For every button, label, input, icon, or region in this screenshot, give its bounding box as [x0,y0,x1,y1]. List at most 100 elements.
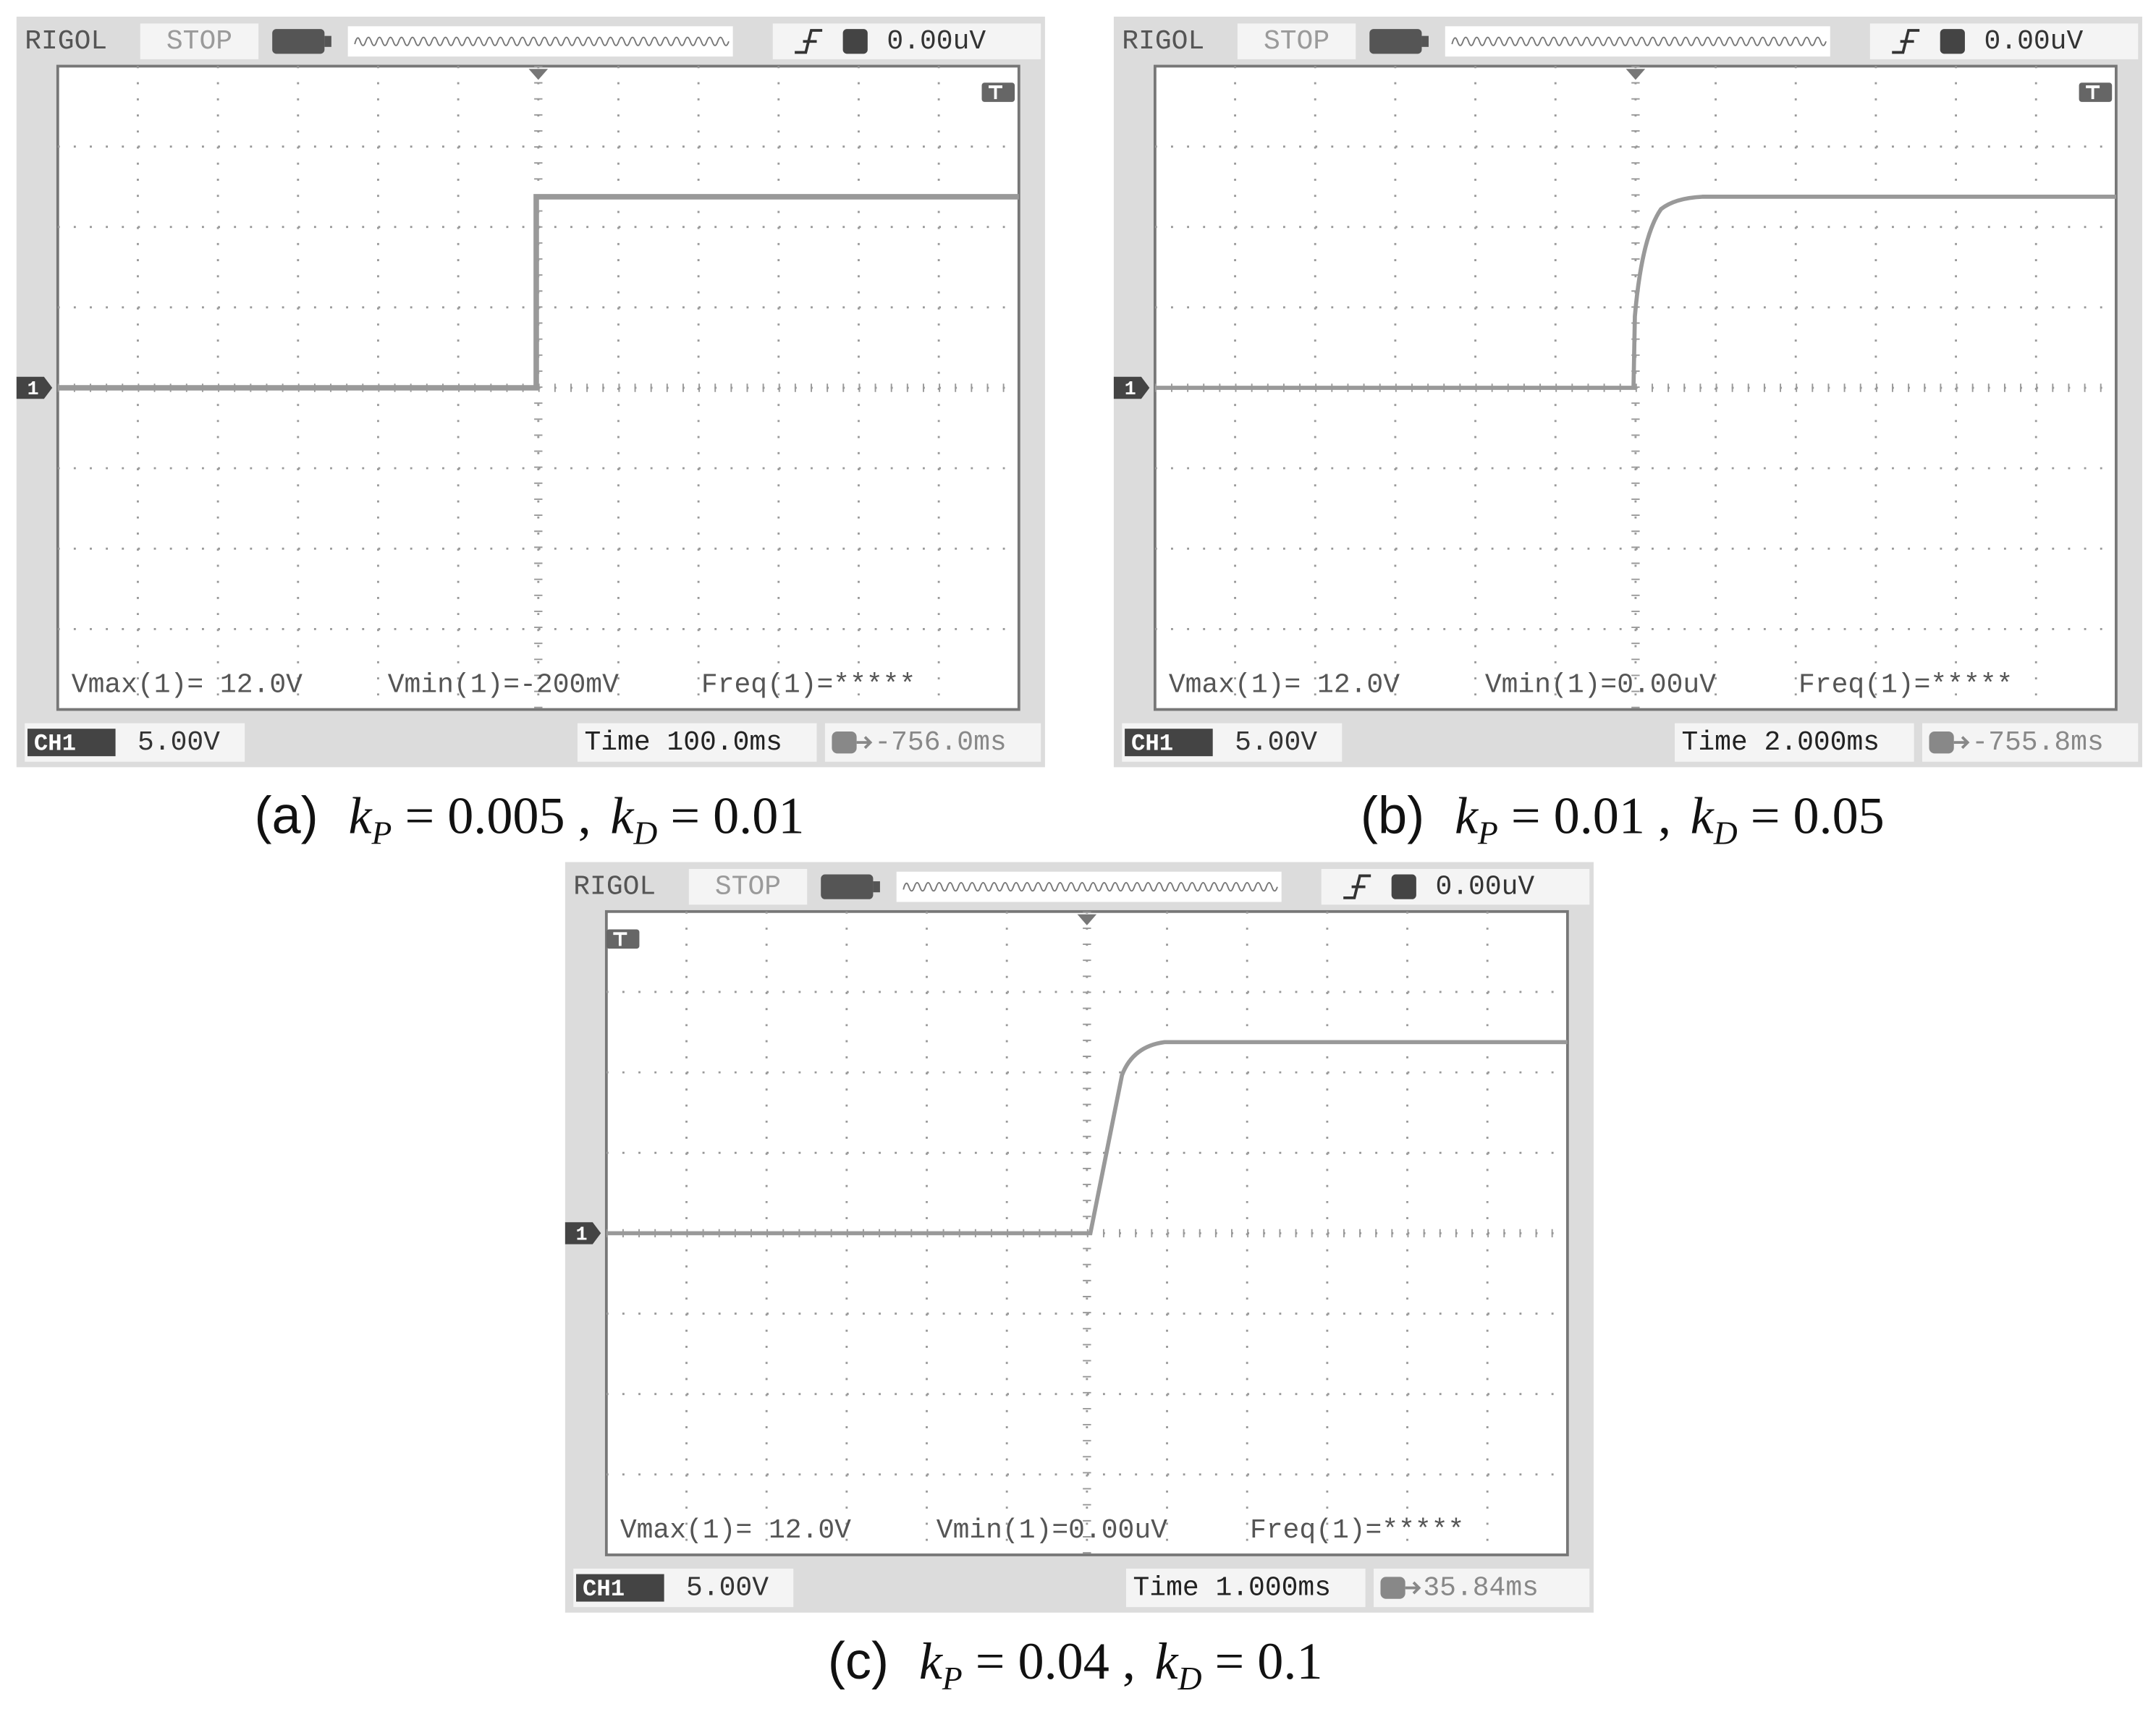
caption-tag: (a) [254,787,318,845]
freq: Freq(1)=***** [1250,1515,1464,1546]
trigger-badge-glyph [989,85,1003,100]
channel: CH1 [1131,731,1173,758]
timebase: Time 100.0ms [584,727,782,758]
scope-panel: RIGOL STOP 0.00uV 1 Vmax(1)= 12.0V Vmin(1)=0.… [1113,17,2143,768]
status: STOP [166,26,232,57]
channel-marker [565,1222,601,1244]
caption-tag: (c) [828,1632,889,1690]
battery-tip [1421,35,1429,47]
caption: (b) kP = 0.01 , kD = 0.05 [1361,787,1885,852]
caption-k: k [1155,1632,1180,1690]
trigger-offset: -755.8ms [1971,727,2103,758]
edge-symbol [1343,874,1371,899]
memory-wave [354,36,730,46]
caption-rhs: = 0.01 [657,787,804,845]
time-box [577,723,817,762]
brand: RIGOL [25,26,107,57]
vmax: Vmax(1)= 12.0V [1169,669,1400,700]
channel-box [27,729,116,757]
trigger-channel-icon [1391,874,1416,899]
trigger-badge-glyph [613,932,627,946]
caption-rhs: = 0.1 [1202,1632,1323,1690]
caption-k: k [1691,787,1715,845]
caption: (a) kP = 0.005 , kD = 0.01 [254,787,804,852]
status: STOP [1264,26,1329,57]
edge-symbol [1892,29,1920,54]
vmin: Vmin(1)=0.00uV [937,1515,1167,1546]
channel-marker [1113,376,1150,399]
brand: RIGOL [573,872,656,903]
status-box [1237,23,1356,59]
vmax: Vmax(1)= 12.0V [620,1515,851,1546]
caption-rhs: = 0.01 , [1498,787,1671,845]
caption-rhs: = 0.005 , [392,787,591,845]
caption: (c) kP = 0.04 , kD = 0.1 [828,1632,1323,1697]
offset-icon [832,731,857,754]
timebase: Time 2.000ms [1682,727,1880,758]
battery-icon [1369,29,1422,54]
offset-icon [1929,731,1954,754]
caption-k: k [1455,787,1479,845]
timebase: Time 1.000ms [1133,1573,1331,1604]
offset-icon [1380,1577,1405,1599]
caption-sub: P [942,1660,963,1697]
battery-tip [324,35,331,47]
brand: RIGOL [1122,26,1204,57]
caption-tag: (b) [1361,787,1424,845]
channel-marker-label: 1 [28,378,39,400]
channel-marker [16,376,53,399]
memory-bar [1445,26,1830,57]
waveform [57,194,1019,391]
trigger-channel-icon [1940,29,1965,54]
battery-tip [873,881,880,893]
channel: CH1 [583,1576,625,1603]
battery-icon [272,29,325,54]
channel-box [576,1574,664,1602]
trigger-channel-icon [842,29,868,54]
caption-sub: P [1477,815,1498,852]
volts-per-div: 5.00V [1235,727,1317,758]
waveform [1154,195,2116,390]
caption-rhs: = 0.05 [1738,787,1885,845]
edge-symbol [795,29,823,54]
channel: CH1 [34,731,76,758]
caption-sub: P [371,815,392,852]
scope-panel: RIGOL STOP 0.00uV 1 Vmax(1)= 12.0V Vmin(1)=0.… [565,862,1594,1613]
trigger-pos-marker [1077,914,1097,925]
caption-sub: D [1713,815,1738,852]
trigger-level: 0.00uV [1435,872,1534,903]
trigger-level: 0.00uV [1984,26,2084,57]
channel-marker-label: 1 [576,1224,588,1245]
channel-marker-label: 1 [1125,378,1136,400]
caption-sub: D [1178,1660,1202,1697]
status-box [140,23,259,59]
battery-icon [821,874,874,899]
trigger-badge-glyph [2086,85,2100,100]
caption-k: k [610,787,635,845]
vmin: Vmin(1)=-200mV [388,669,619,700]
freq: Freq(1)=***** [1798,669,2013,700]
vmin: Vmin(1)=0.00uV [1485,669,1716,700]
scope-panel: RIGOL STOP 0.00uV 1 Vmax(1)= 12.0V Vmin(1)=-2… [16,17,1045,768]
caption-k: k [919,1632,944,1690]
trigger-offset: -756.0ms [874,727,1006,758]
time-box [1675,723,1914,762]
caption-k: k [349,787,373,845]
channel-box [1125,729,1213,757]
memory-wave [1451,36,1827,46]
memory-wave [902,881,1278,892]
volts-per-div: 5.00V [138,727,220,758]
offset-arrow [1953,736,1970,750]
waveform [606,1040,1568,1236]
trigger-offset: 35.84ms [1423,1573,1539,1604]
trigger-level: 0.00uV [887,26,986,57]
volts-per-div: 5.00V [686,1573,769,1604]
offset-arrow [1405,1581,1421,1595]
status-box [688,868,808,905]
caption-rhs: = 0.04 , [963,1632,1136,1690]
vmax: Vmax(1)= 12.0V [72,669,303,700]
status: STOP [715,872,781,903]
offset-arrow [856,736,873,750]
trigger-pos-marker [528,69,549,80]
